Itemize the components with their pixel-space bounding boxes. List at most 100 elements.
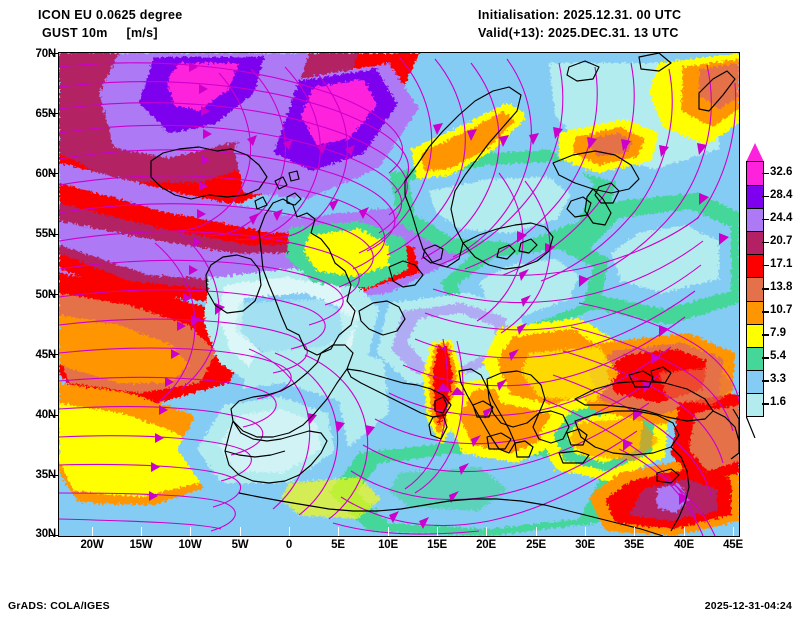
colorbar-label-20.7: 20.7	[770, 234, 793, 247]
colorbar-separator	[747, 185, 763, 187]
x-axis-tick-15w: 15W	[129, 539, 153, 551]
x-tick-mark	[190, 527, 191, 536]
y-tick-mark	[50, 535, 58, 536]
colorbar-label-24.4: 24.4	[770, 211, 793, 224]
y-axis-tick-30n: 30N	[35, 528, 57, 540]
y-axis-tick-45n: 45N	[35, 349, 57, 361]
colorbar-tick	[762, 218, 769, 221]
colorbar-band-7.9	[747, 323, 763, 347]
colorbar-separator	[747, 392, 763, 394]
header-model-line: ICON EU 0.0625 degree	[38, 8, 183, 22]
weather-map-plot[interactable]	[58, 52, 740, 537]
colorbar-tick	[762, 288, 769, 290]
colorbar-band-28.4	[747, 185, 763, 209]
x-tick-mark	[634, 527, 635, 536]
y-tick-mark	[50, 415, 58, 416]
y-tick-mark	[50, 475, 58, 476]
y-axis-tick-35n: 35N	[35, 469, 57, 481]
x-axis-tick-20w: 20W	[80, 539, 104, 551]
colorbar-band-10.7	[747, 300, 763, 324]
x-tick-mark	[486, 527, 487, 536]
x-tick-mark	[141, 527, 142, 536]
y-axis-tick-65n: 65N	[35, 108, 57, 120]
x-tick-mark	[388, 527, 389, 536]
colorbar-underflow-tail	[746, 416, 756, 438]
colorbar-tick	[762, 380, 769, 382]
x-axis-tick-35e: 35E	[624, 539, 644, 551]
y-axis-tick-50n: 50N	[35, 289, 57, 301]
header-valid-time: Valid(+13): 2025.DEC.31. 13 UTC	[478, 26, 679, 40]
x-axis-tick-0: 0	[285, 539, 293, 551]
x-axis-tick-20e: 20E	[476, 539, 496, 551]
x-axis-tick-25e: 25E	[526, 539, 546, 551]
colorbar-separator	[747, 300, 763, 302]
y-tick-mark	[50, 53, 58, 54]
colorbar-label-32.6: 32.6	[770, 165, 793, 178]
colorbar-band-13.8	[747, 277, 763, 301]
x-tick-mark	[240, 527, 241, 536]
colorbar-tick	[762, 357, 769, 359]
x-tick-mark	[437, 527, 438, 536]
x-axis-tick-5e: 5E	[331, 539, 345, 551]
colorbar-label-17.1: 17.1	[770, 257, 793, 270]
colorbar-label-1.6: 1.6	[770, 396, 786, 409]
colorbar-label-10.7: 10.7	[770, 304, 793, 317]
y-tick-mark	[50, 173, 58, 174]
y-axis-tick-70n: 70N	[35, 48, 57, 60]
y-axis-tick-60n: 60N	[35, 168, 57, 180]
x-tick-mark	[733, 527, 734, 536]
x-tick-mark	[92, 527, 93, 536]
x-tick-mark	[338, 527, 339, 536]
colorbar-tick	[762, 311, 769, 313]
colorbar-tick	[762, 264, 769, 267]
coastline-overlay	[150, 53, 739, 536]
wind-streamlines-overlay	[59, 56, 739, 536]
colorbar-band-17.1	[747, 254, 763, 278]
colorbar-separator	[747, 208, 763, 210]
colorbar-band-20.7	[747, 231, 763, 255]
x-axis-tick-10w: 10W	[178, 539, 202, 551]
y-tick-mark	[50, 234, 58, 235]
x-axis-tick-5w: 5W	[231, 539, 249, 551]
x-tick-mark	[289, 527, 290, 536]
footer-credit: GrADS: COLA/IGES	[8, 600, 110, 612]
colorbar-tick	[762, 195, 769, 198]
colorbar-tick	[762, 241, 769, 244]
colorbar-tick	[762, 403, 769, 405]
y-tick-mark	[50, 294, 58, 295]
x-axis-tick-45e: 45E	[723, 539, 743, 551]
header-variable-line: GUST 10m [m/s]	[42, 26, 158, 40]
colorbar-separator	[747, 369, 763, 371]
colorbar-tick	[762, 172, 769, 175]
x-tick-mark	[536, 527, 537, 536]
y-tick-mark	[50, 354, 58, 355]
y-axis-tick-55n: 55N	[35, 228, 57, 240]
colorbar-band-3.3	[747, 369, 763, 393]
colorbar-band-32.6	[747, 162, 763, 186]
colorbar-overflow-arrow	[746, 143, 764, 162]
x-axis-tick-15e: 15E	[427, 539, 447, 551]
x-tick-mark	[684, 527, 685, 536]
colorbar-band-1.6	[747, 392, 763, 416]
colorbar-band-24.4	[747, 208, 763, 232]
y-tick-mark	[50, 113, 58, 114]
x-axis-tick-40e: 40E	[674, 539, 694, 551]
footer-timestamp: 2025-12-31-04:24	[704, 600, 792, 612]
colorbar-band-5.4	[747, 346, 763, 370]
colorbar-label-28.4: 28.4	[770, 188, 793, 201]
colorbar-separator	[747, 346, 763, 348]
header-initialisation: Initialisation: 2025.12.31. 00 UTC	[478, 8, 682, 22]
x-tick-mark	[585, 527, 586, 536]
colorbar-label-3.3: 3.3	[770, 373, 786, 386]
colorbar-separator	[747, 277, 763, 279]
colorbar-tick	[762, 334, 769, 336]
x-axis-tick-30e: 30E	[575, 539, 595, 551]
x-axis-tick-10e: 10E	[378, 539, 398, 551]
colorbar-separator	[747, 323, 763, 325]
colorbar-separator	[747, 231, 763, 233]
y-axis-tick-40n: 40N	[35, 409, 57, 421]
colorbar-label-13.8: 13.8	[770, 281, 793, 293]
colorbar-label-7.9: 7.9	[770, 327, 786, 340]
colorbar-separator	[747, 254, 763, 256]
colorbar-label-5.4: 5.4	[770, 350, 786, 363]
